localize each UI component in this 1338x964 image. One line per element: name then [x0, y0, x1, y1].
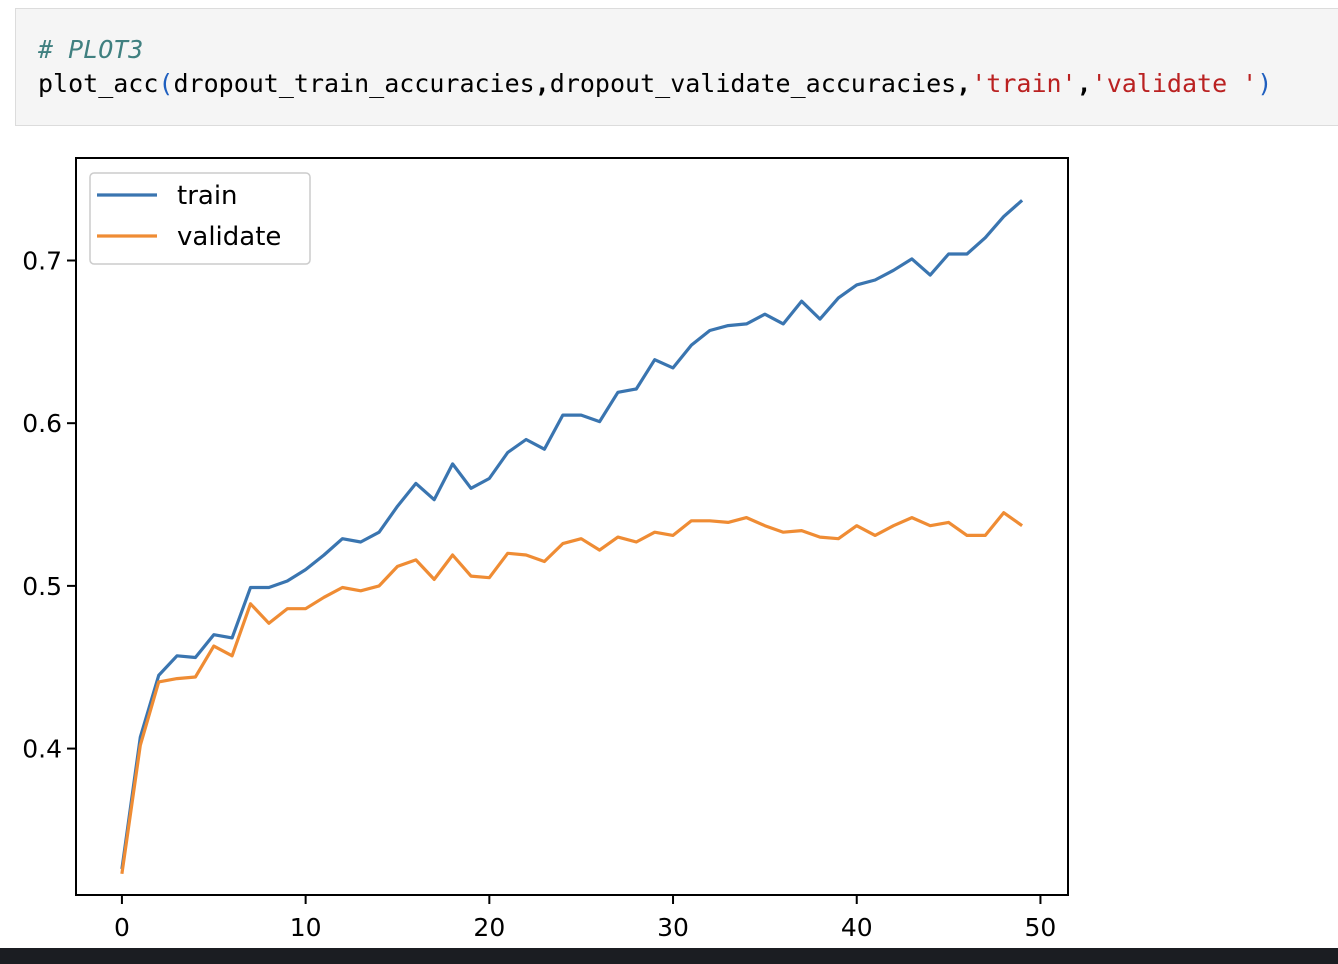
x-tick-label: 40 — [841, 913, 873, 942]
x-tick-label: 30 — [657, 913, 689, 942]
code-arg-validate: dropout_validate_accuracies — [549, 69, 957, 98]
x-tick-label: 50 — [1025, 913, 1057, 942]
series-lines — [120, 199, 1024, 875]
x-tick-label: 0 — [114, 913, 130, 942]
y-tick-label: 0.7 — [22, 246, 62, 275]
legend-label-train: train — [177, 181, 238, 211]
code-open-paren: ( — [158, 69, 174, 98]
series-line-validate — [120, 511, 1024, 875]
plot-area-frame — [75, 157, 1069, 896]
code-arg-train: dropout_train_accuracies — [173, 69, 535, 98]
code-call-line: plot_acc(dropout_train_accuracies,dropou… — [38, 69, 1272, 99]
code-string-validate: 'validate ' — [1091, 69, 1258, 98]
bottom-bar — [0, 948, 1338, 964]
code-comment-line: # PLOT3 — [38, 35, 143, 65]
code-comma: , — [1076, 69, 1092, 98]
x-tick-label: 20 — [473, 913, 505, 942]
code-function-name: plot_acc — [38, 69, 159, 98]
code-comma: , — [956, 69, 972, 98]
series-line-train — [120, 199, 1024, 870]
code-string-train: 'train' — [971, 69, 1077, 98]
axis-ticks: 0 10 20 30 40 50 0.4 0.5 0.6 0.7 — [22, 246, 1056, 942]
y-tick-label: 0.4 — [22, 735, 62, 764]
code-close-paren: ) — [1257, 69, 1273, 98]
code-cell[interactable]: # PLOT3 plot_acc(dropout_train_accuracie… — [15, 8, 1338, 126]
code-comment: # PLOT3 — [38, 35, 144, 64]
x-tick-label: 10 — [290, 913, 322, 942]
cell-output: 0 10 20 30 40 50 0.4 0.5 0.6 0.7 train validate — [0, 140, 1338, 948]
legend: train validate — [89, 172, 311, 265]
y-tick-label: 0.6 — [22, 409, 62, 438]
legend-label-validate: validate — [177, 222, 281, 252]
y-tick-label: 0.5 — [22, 572, 62, 601]
code-comma: , — [534, 69, 550, 98]
accuracy-line-chart: 0 10 20 30 40 50 0.4 0.5 0.6 0.7 train validate — [22, 157, 1069, 942]
